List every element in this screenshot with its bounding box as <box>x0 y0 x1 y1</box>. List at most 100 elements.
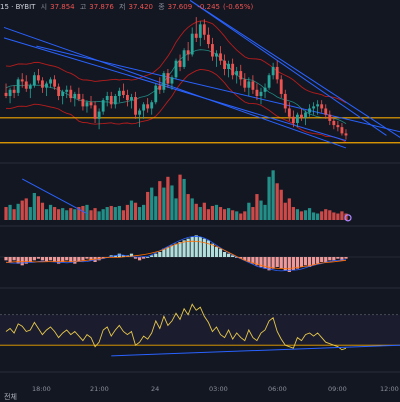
candle-body <box>332 120 336 126</box>
volume-bar <box>324 209 328 220</box>
candle-body <box>73 93 77 99</box>
macd-histogram-bar <box>48 257 53 261</box>
candle-body <box>202 24 206 35</box>
time-tick: 03:00 <box>209 385 228 393</box>
macd-histogram-bar <box>20 257 24 266</box>
volume-bar <box>40 202 45 220</box>
candle-body <box>235 71 239 76</box>
trendline-0 <box>3 26 347 149</box>
candle-body <box>53 79 57 87</box>
candle-body <box>126 94 129 101</box>
macd-line <box>5 235 347 272</box>
volume-bar <box>279 189 283 220</box>
trendline-2 <box>189 0 387 136</box>
macd-histogram-bar <box>239 257 243 259</box>
volume-bar <box>202 202 206 220</box>
macd-histogram-bar <box>158 252 162 257</box>
candle-body <box>146 104 150 109</box>
macd-histogram-bar <box>69 257 73 262</box>
range-all-button[interactable]: 전체 <box>4 393 17 401</box>
volume-bar <box>16 203 20 220</box>
volume-bar <box>316 213 320 220</box>
candle-body <box>20 79 24 82</box>
volume-bar <box>154 196 158 220</box>
candle-body <box>93 105 97 119</box>
volume-bar <box>231 210 235 220</box>
high-label: 고 <box>79 3 87 11</box>
candle-body <box>263 87 267 92</box>
signal-line <box>5 240 347 269</box>
volume-bar <box>162 187 166 220</box>
volume-bar <box>275 183 279 220</box>
macd-histogram-bar <box>198 237 202 257</box>
volume-bar <box>170 185 174 220</box>
time-axis[interactable]: 전체 18:00 21:00 24 03:00 06:00 09:00 12:00 <box>0 382 400 401</box>
volume-bar <box>214 204 219 220</box>
macd-histogram-bar <box>8 257 12 262</box>
candle-body <box>69 89 73 99</box>
volume-bar <box>299 211 304 220</box>
macd-histogram-bar <box>340 257 344 261</box>
time-tick: 06:00 <box>268 385 287 393</box>
macd-histogram-bar <box>283 257 287 271</box>
candle-body <box>121 90 125 95</box>
candle-body <box>81 99 85 107</box>
symbol-label[interactable]: 15 · BYBIT <box>0 3 36 11</box>
candle-body <box>162 73 166 90</box>
macd-histogram-bar <box>117 253 121 257</box>
macd-histogram-bar <box>295 257 300 269</box>
candle-body <box>182 50 186 67</box>
candle-body <box>178 60 182 67</box>
volume-bar <box>150 187 154 220</box>
volume-bar <box>20 200 24 220</box>
candle-body <box>259 91 263 96</box>
candle-body <box>138 110 141 115</box>
macd-histogram-bar <box>24 257 28 264</box>
macd-histogram-bar <box>44 257 49 262</box>
change-percent: (-0.65%) <box>222 3 254 11</box>
macd-histogram-bar <box>218 248 223 257</box>
volume-bar <box>65 210 69 220</box>
volume-bar <box>259 200 263 220</box>
macd-histogram-bar <box>271 257 275 269</box>
volume-bar <box>295 209 300 220</box>
volume-bar <box>194 203 198 220</box>
volume-bar <box>77 207 81 220</box>
macd-histogram-bar <box>243 257 247 261</box>
candle-body <box>206 34 210 45</box>
candle-body <box>344 133 348 136</box>
low-label: 저 <box>119 3 126 11</box>
volume-bar <box>137 207 142 220</box>
macd-histogram-bar <box>324 257 328 262</box>
candle-body <box>101 100 105 112</box>
volume-bar <box>85 204 89 220</box>
macd-histogram-bar <box>332 257 336 261</box>
candle-body <box>324 108 328 115</box>
volume-bar <box>48 204 53 220</box>
candle-body <box>227 63 231 69</box>
candle-body <box>316 104 320 107</box>
volume-bar <box>235 211 239 220</box>
candle-body <box>24 81 28 89</box>
volume-bar <box>24 198 28 220</box>
macd-histogram-bar <box>259 257 263 267</box>
volume-bar <box>332 212 336 220</box>
close-label: 종 <box>158 3 165 11</box>
volume-bar <box>303 210 308 220</box>
trendline-1 <box>3 37 347 142</box>
macd-histogram-bar <box>113 255 117 257</box>
candle-body <box>8 89 12 96</box>
candle-body <box>198 24 202 38</box>
candle-body <box>97 111 101 119</box>
macd-histogram-bar <box>162 248 166 257</box>
volume-bar <box>291 207 295 220</box>
candle-body <box>4 92 8 96</box>
volume-bar <box>73 209 77 220</box>
candle-body <box>174 60 178 78</box>
candle-body <box>279 79 283 94</box>
candle-body <box>12 89 16 93</box>
candle-body <box>291 116 295 123</box>
candle-body <box>190 33 194 55</box>
candle-body <box>57 86 61 96</box>
